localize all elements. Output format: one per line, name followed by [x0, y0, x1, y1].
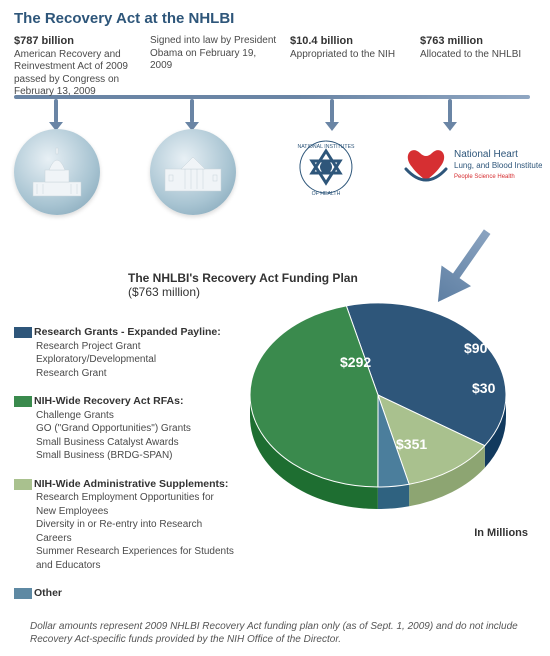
pie-section: The NHLBI's Recovery Act Funding Plan ($…	[0, 271, 550, 631]
timeline-item-2: $10.4 billionAppropriated to the NIH	[290, 35, 418, 61]
legend-head: NIH-Wide Administrative Supplements:	[34, 478, 228, 490]
svg-text:National Heart: National Heart	[454, 149, 518, 160]
pie-chart: $292 $90 $30 $351	[248, 297, 528, 537]
legend-body: Research Employment Opportunities for Ne…	[36, 491, 234, 572]
timeline-caption: $787 billionAmerican Recovery and Reinve…	[14, 35, 142, 99]
capitol-icon	[14, 129, 100, 215]
legend-body: Research Project GrantExploratory/Develo…	[36, 340, 234, 381]
timeline-caption: Signed into law by President Obama on Fe…	[150, 35, 278, 73]
page-title: The Recovery Act at the NHLBI	[0, 0, 550, 27]
timeline-item-1: Signed into law by President Obama on Fe…	[150, 35, 278, 73]
timeline-arrow-icon	[448, 99, 452, 123]
legend-swatch-icon	[14, 588, 32, 599]
legend-body: Challenge GrantsGO ("Grand Opportunities…	[36, 409, 234, 463]
legend-item-1: NIH-Wide Recovery Act RFAs: Challenge Gra…	[14, 394, 234, 463]
legend-swatch-icon	[14, 479, 32, 490]
svg-text:People Science Health: People Science Health	[454, 174, 515, 180]
pie-slice-label: $30	[472, 380, 496, 396]
pie-title-bold: The NHLBI's Recovery Act Funding Plan	[128, 271, 358, 285]
timeline-item-0: $787 billionAmerican Recovery and Reinve…	[14, 35, 142, 99]
legend-head: NIH-Wide Recovery Act RFAs:	[34, 395, 183, 407]
whitehouse-icon	[150, 129, 236, 215]
legend: Research Grants - Expanded Payline: Resea…	[14, 325, 234, 615]
timeline-caption: $763 millionAllocated to the NHLBI	[420, 35, 548, 61]
unit-label: In Millions	[474, 527, 528, 539]
svg-text:OF HEALTH: OF HEALTH	[312, 191, 341, 197]
legend-head: Research Grants - Expanded Payline:	[34, 326, 221, 338]
timeline-arrow-icon	[330, 99, 334, 123]
timeline-arrow-icon	[190, 99, 194, 123]
legend-item-0: Research Grants - Expanded Payline: Resea…	[14, 325, 234, 380]
timeline-arrow-icon	[54, 99, 58, 123]
svg-text:Lung, and Blood Institute: Lung, and Blood Institute	[454, 161, 542, 170]
legend-item-2: NIH-Wide Administrative Supplements:Rese…	[14, 477, 234, 573]
pie-title: The NHLBI's Recovery Act Funding Plan ($…	[128, 271, 358, 299]
nih-logo-icon: NATIONAL INSTITUTESOF HEALTH	[286, 127, 366, 207]
timeline-caption: $10.4 billionAppropriated to the NIH	[290, 35, 418, 61]
timeline-item-3: $763 millionAllocated to the NHLBI	[420, 35, 548, 61]
pie-title-sub: ($763 million)	[128, 285, 200, 299]
legend-swatch-icon	[14, 396, 32, 407]
legend-item-3: Other	[14, 586, 234, 601]
pie-slice-label: $292	[340, 354, 371, 370]
pie-slice-label: $351	[396, 436, 427, 452]
timeline: $787 billionAmerican Recovery and Reinve…	[0, 27, 550, 257]
legend-swatch-icon	[14, 327, 32, 338]
pie-slice-label: $90	[464, 340, 488, 356]
footnote: Dollar amounts represent 2009 NHLBI Reco…	[30, 620, 520, 646]
nhlbi-logo-icon: National HeartLung, and Blood Institute P…	[402, 127, 542, 207]
legend-head: Other	[34, 587, 62, 599]
